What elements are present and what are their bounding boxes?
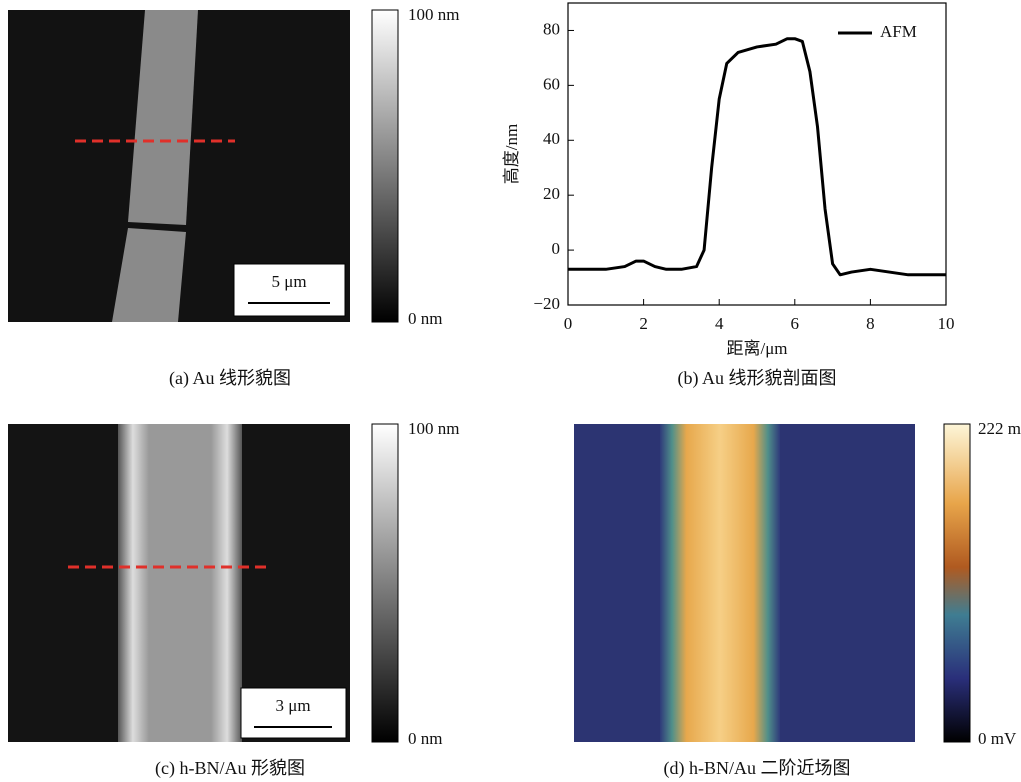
panel-d: 222 mV 0 mV (d) h-BN/Au 二阶近场图 bbox=[574, 419, 1021, 779]
colorbar-max: 222 mV bbox=[978, 419, 1021, 438]
x-tick-label: 6 bbox=[791, 314, 800, 333]
y-tick-label: 20 bbox=[543, 184, 560, 203]
x-tick-label: 0 bbox=[564, 314, 573, 333]
x-tick-label: 10 bbox=[938, 314, 955, 333]
x-tick-label: 4 bbox=[715, 314, 724, 333]
y-tick-label: −20 bbox=[533, 294, 560, 313]
scale-bar-label: 3 μm bbox=[275, 696, 310, 715]
figure: 5 μm 100 nm 0 nm (a) Au 线形貌图 −2002040608… bbox=[0, 0, 1021, 782]
colorbar-min: 0 nm bbox=[408, 729, 442, 748]
hbn-au-wire bbox=[660, 424, 780, 742]
colorbar-max: 100 nm bbox=[408, 5, 459, 24]
x-axis-label: 距离/μm bbox=[726, 339, 787, 358]
caption: (d) h-BN/Au 二阶近场图 bbox=[664, 758, 851, 779]
page: {"chart_data": {"type": "line", "xlabel"… bbox=[0, 0, 1021, 782]
x-tick-label: 2 bbox=[639, 314, 648, 333]
colorbar-min: 0 nm bbox=[408, 309, 442, 328]
caption: (c) h-BN/Au 形貌图 bbox=[155, 758, 305, 779]
colorbar bbox=[944, 424, 970, 742]
colorbar bbox=[372, 424, 398, 742]
caption: (b) Au 线形貌剖面图 bbox=[678, 368, 837, 389]
colorbar-max: 100 nm bbox=[408, 419, 459, 438]
y-axis-label: 高度/nm bbox=[502, 124, 521, 184]
y-tick-label: 80 bbox=[543, 19, 560, 38]
hbn-au-wire bbox=[118, 424, 242, 742]
y-tick-label: 0 bbox=[552, 239, 561, 258]
colorbar bbox=[372, 10, 398, 322]
colorbar-min: 0 mV bbox=[978, 729, 1017, 748]
y-tick-label: 60 bbox=[543, 74, 560, 93]
x-tick-label: 8 bbox=[866, 314, 875, 333]
panel-a: 5 μm 100 nm 0 nm (a) Au 线形貌图 bbox=[8, 5, 459, 389]
scale-bar-label: 5 μm bbox=[271, 272, 306, 291]
y-tick-label: 40 bbox=[543, 129, 560, 148]
data-line bbox=[568, 39, 946, 275]
legend-label: AFM bbox=[880, 22, 917, 41]
panel-c: 3 μm 100 nm 0 nm (c) h-BN/Au 形貌图 bbox=[8, 419, 459, 779]
caption: (a) Au 线形貌图 bbox=[169, 368, 291, 389]
